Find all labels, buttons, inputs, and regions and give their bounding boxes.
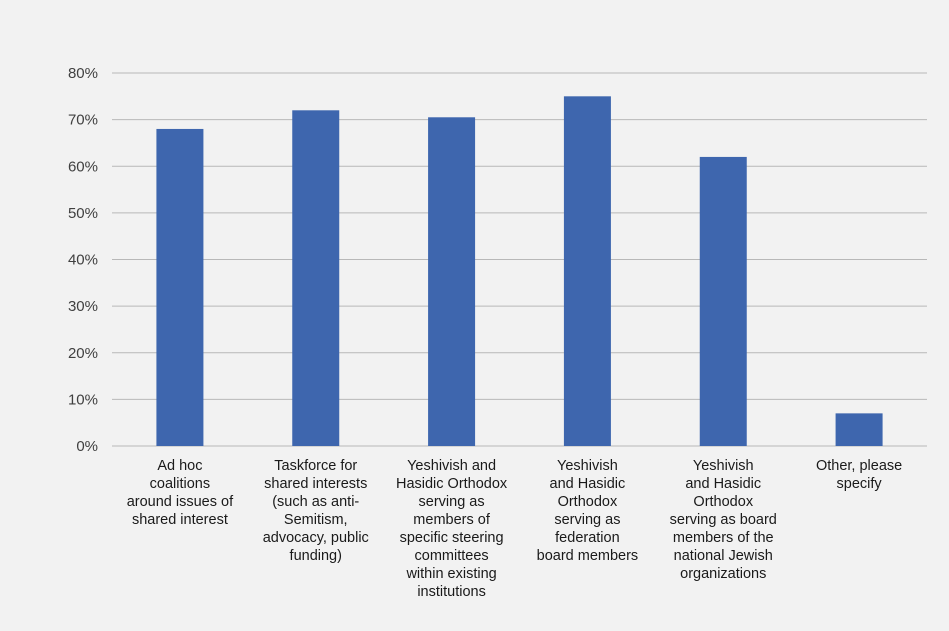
y-tick-label: 80% [68,65,98,82]
x-category-label: Ad hoc coalitions around issues of share… [126,458,234,528]
x-category-label: Yeshivish and Hasidic Orthodox serving a… [669,458,777,582]
y-tick-label: 0% [76,438,98,455]
y-tick-label: 60% [68,158,98,175]
y-tick-label: 30% [68,298,98,315]
x-category-label: Other, please specify [815,458,903,492]
bars [156,96,883,447]
y-axis-ticks: 0% 10% 20% 30% 40% 50% 60% 70% 80% [68,65,98,455]
bar [292,110,340,447]
x-category-label: Yeshivish and Hasidic Orthodox serving a… [536,458,639,564]
bar [835,413,883,446]
y-tick-label: 40% [68,252,98,269]
x-category-label: Taskforce for shared interests (such as … [262,458,369,564]
x-category-label: Yeshivish and Hasidic Orthodox serving a… [395,458,508,600]
bar [156,128,204,446]
y-tick-label: 20% [68,345,98,362]
y-tick-label: 10% [68,391,98,408]
gridlines [112,72,927,447]
y-tick-label: 70% [68,112,98,129]
bar [699,156,747,447]
y-tick-label: 50% [68,205,98,222]
bar [563,96,611,446]
bar [428,117,476,446]
